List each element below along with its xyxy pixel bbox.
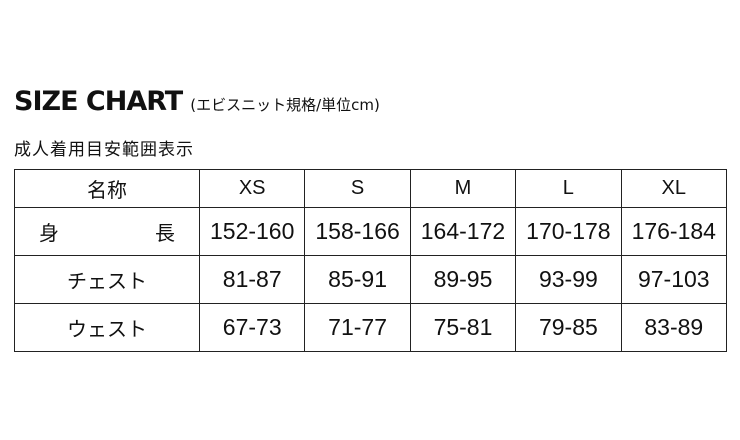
table-cell: 85-91 (304, 255, 411, 304)
table-cell: 75-81 (409, 303, 517, 352)
size-header: XL (620, 169, 728, 208)
title-main: SIZE CHART (14, 86, 183, 117)
table-cell: 81-87 (198, 255, 306, 304)
corner-cell: 名称 (14, 169, 200, 208)
subtitle: 成人着用目安範囲表示 (14, 140, 194, 160)
table-cell: 71-77 (304, 303, 411, 352)
size-header: S (304, 169, 411, 208)
table-cell: 79-85 (515, 303, 622, 352)
table-cell: 93-99 (515, 255, 622, 304)
size-header: XS (198, 169, 306, 208)
table-cell: 97-103 (620, 255, 728, 304)
table-cell: 152-160 (198, 207, 306, 256)
size-header: M (409, 169, 517, 208)
table-cell: 83-89 (620, 303, 728, 352)
table-row-chest: チェスト 81-87 85-91 89-95 93-99 97-103 (14, 255, 728, 304)
table-cell: 158-166 (304, 207, 411, 256)
table-row-height: 身 長 152-160 158-166 164-172 170-178 176-… (14, 207, 728, 256)
table-cell: 164-172 (409, 207, 517, 256)
chart-title: SIZE CHART (エビスニット規格/単位cm) (14, 86, 380, 117)
table-cell: 176-184 (620, 207, 728, 256)
title-note: (エビスニット規格/単位cm) (190, 96, 380, 114)
table-cell: 170-178 (515, 207, 622, 256)
size-table: 名称 XS S M L XL 身 長 152-160 158-166 164-1… (14, 169, 728, 352)
size-header: L (515, 169, 622, 208)
header-row: 名称 XS S M L XL (14, 169, 728, 208)
table-cell: 89-95 (409, 255, 517, 304)
table-row-waist: ウェスト 67-73 71-77 75-81 79-85 83-89 (14, 303, 728, 352)
row-label: ウェスト (14, 303, 200, 352)
row-label: 身 長 (14, 207, 200, 256)
table-cell: 67-73 (198, 303, 306, 352)
row-label: チェスト (14, 255, 200, 304)
